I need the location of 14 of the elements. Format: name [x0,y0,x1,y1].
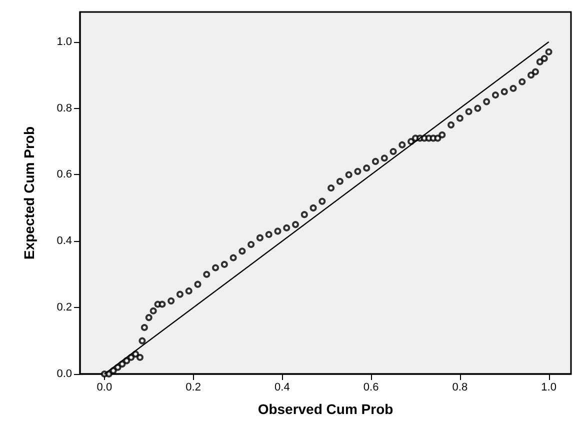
x-tick-label: 0.6 [363,382,379,394]
x-tick-label: 0.2 [186,382,201,394]
x-tick-label: 0.8 [452,382,468,394]
x-tick-label: 1.0 [541,382,556,394]
y-tick-label: 0.2 [56,302,72,314]
y-tick-label: 0.6 [56,168,72,181]
x-tick-label: 0.0 [96,382,112,394]
x-tick-label: 0.4 [274,382,290,394]
y-tick-label: 1.0 [56,36,72,48]
y-axis-title: Expected Cum Prob [21,126,37,260]
y-tick-label: 0.8 [56,102,72,114]
y-tick-label: 0.0 [56,368,72,380]
y-tick-label: 0.4 [56,235,72,248]
x-axis-title: Observed Cum Prob [258,401,394,417]
